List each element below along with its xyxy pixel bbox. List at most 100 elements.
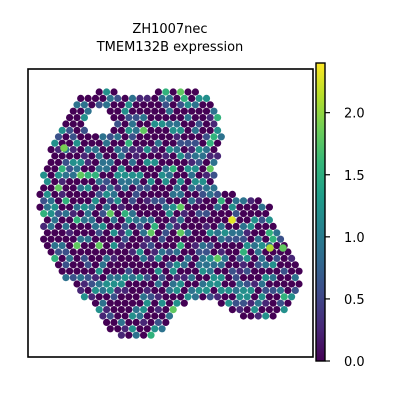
spot-point (66, 190, 74, 198)
spot-point (117, 306, 125, 314)
spot-point (47, 235, 55, 243)
spot-point (173, 248, 181, 256)
spot-point (195, 171, 203, 179)
spot-point (228, 229, 236, 237)
spot-point (140, 152, 148, 160)
spot-point (191, 126, 199, 134)
spot-point (114, 94, 122, 102)
spot-point (80, 190, 88, 198)
spot-point (251, 203, 259, 211)
spot-point (88, 216, 96, 224)
spot-point (195, 184, 203, 192)
spot-point (236, 254, 244, 262)
spot-point (143, 184, 151, 192)
spot-point (162, 152, 170, 160)
spot-point (291, 274, 299, 282)
spot-point (114, 299, 122, 307)
spot-point (158, 94, 166, 102)
spot-point (114, 286, 122, 294)
spot-point (80, 280, 88, 288)
spot-point (91, 133, 100, 141)
spot-point (184, 280, 192, 288)
spot-point (210, 158, 218, 166)
spot-point (91, 299, 100, 307)
spot-point (106, 171, 114, 179)
spot-point (225, 248, 233, 256)
spot-point (121, 197, 129, 205)
spot-point (184, 254, 192, 262)
spot-point (169, 88, 177, 96)
spot-point (128, 146, 137, 154)
spot-point (202, 286, 211, 294)
spot-point (195, 107, 203, 115)
spot-point (251, 216, 259, 224)
spot-point (158, 222, 166, 230)
spot-point (188, 197, 196, 205)
spot-point (165, 133, 174, 141)
spot-point (121, 210, 129, 218)
spot-point (128, 312, 137, 320)
spot-point (273, 306, 281, 314)
spot-point (103, 306, 111, 314)
spot-point (288, 293, 296, 301)
spot-point (154, 165, 162, 173)
spot-point (84, 133, 92, 141)
spot-point (132, 267, 140, 275)
spot-point (136, 222, 144, 230)
spot-point (177, 267, 185, 275)
spot-point (180, 158, 188, 166)
spot-point (158, 235, 166, 243)
spot-point (262, 299, 270, 307)
spot-point (239, 286, 248, 294)
spot-point (47, 184, 55, 192)
spot-point (40, 184, 48, 192)
spot-point (206, 152, 214, 160)
spot-point (165, 274, 174, 282)
spot-point (54, 184, 63, 192)
spot-point (210, 146, 218, 154)
spot-point (154, 152, 162, 160)
spot-point (147, 114, 155, 122)
spot-point (239, 299, 248, 307)
spot-point (84, 286, 92, 294)
spot-point (221, 203, 229, 211)
spot-point (58, 216, 66, 224)
spot-point (95, 306, 103, 314)
spot-point (169, 267, 177, 275)
spot-point (80, 242, 88, 250)
spot-point (121, 184, 129, 192)
spot-point (199, 280, 207, 288)
spot-point (173, 286, 181, 294)
spot-point (210, 120, 218, 128)
spot-point (110, 306, 118, 314)
spot-point (51, 242, 59, 250)
spot-point (40, 197, 48, 205)
spot-point (147, 293, 155, 301)
spot-point (180, 146, 188, 154)
spot-point (99, 274, 107, 282)
spot-point (84, 235, 92, 243)
spot-point (103, 101, 111, 109)
spot-point (177, 165, 185, 173)
spot-point (180, 248, 188, 256)
spot-point (136, 210, 144, 218)
spot-point (165, 299, 174, 307)
spot-point (258, 229, 266, 237)
spot-point (128, 197, 137, 205)
spot-point (206, 178, 214, 186)
spot-point (184, 101, 192, 109)
spot-point (221, 267, 229, 275)
spot-point (258, 280, 266, 288)
spot-point (73, 165, 81, 173)
spot-point (239, 197, 248, 205)
spot-point (273, 229, 281, 237)
spot-point (84, 107, 92, 115)
spot-point (217, 235, 225, 243)
spot-point (58, 190, 66, 198)
spot-point (121, 222, 129, 230)
spot-point (180, 274, 188, 282)
spot-point (191, 114, 199, 122)
spot-point (62, 197, 70, 205)
spot-point (95, 139, 103, 147)
spot-point (269, 261, 277, 269)
